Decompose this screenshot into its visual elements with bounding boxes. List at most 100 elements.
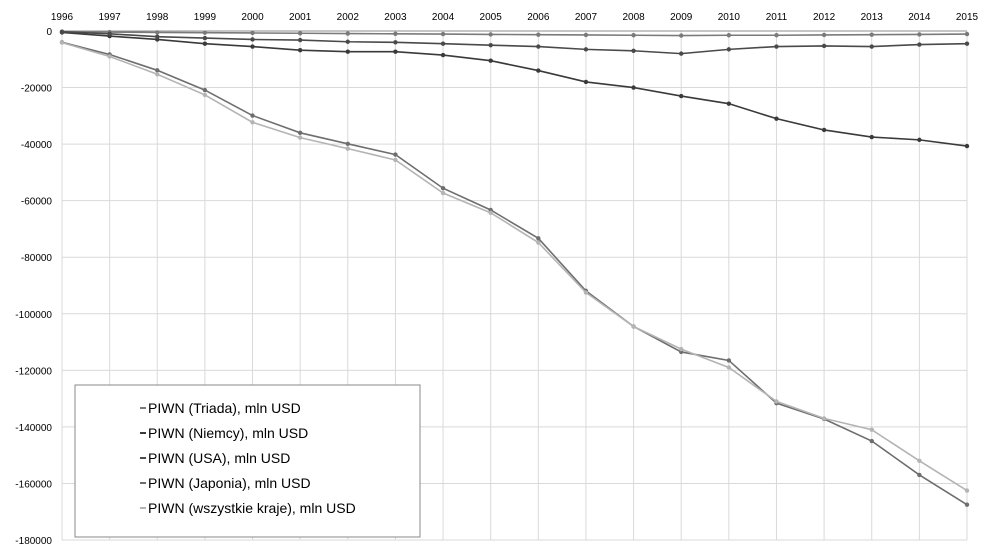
data-point	[631, 33, 636, 38]
data-point	[250, 113, 255, 118]
data-point	[536, 68, 541, 73]
legend-item: PIWN (USA), mln USD	[140, 450, 290, 466]
data-point	[631, 48, 636, 53]
data-point	[155, 68, 160, 73]
data-point	[726, 101, 732, 106]
y-tick-label: -160000	[15, 479, 52, 490]
y-axis-tick-labels: 0 -20000 -40000 -60000 -80000 -100000 -120000 -…	[15, 27, 52, 545]
data-point	[536, 236, 541, 241]
data-point	[774, 33, 779, 38]
series-line	[61, 31, 968, 55]
data-point	[536, 240, 541, 245]
data-point	[297, 135, 303, 140]
legend-label: PIWN (Japonia), mln USD	[148, 475, 311, 491]
data-point	[250, 30, 255, 36]
data-point	[821, 127, 827, 133]
data-point	[917, 32, 922, 37]
data-point	[774, 399, 779, 404]
data-point	[631, 85, 636, 90]
x-tick-label: 2007	[575, 12, 598, 23]
x-tick-label: 2004	[432, 12, 455, 23]
data-point	[250, 120, 255, 125]
data-point	[155, 30, 160, 35]
y-tick-label: -40000	[21, 140, 53, 151]
data-point	[440, 52, 446, 58]
series-line	[61, 31, 968, 147]
x-tick-label: 2008	[622, 12, 645, 23]
x-tick-label: 1999	[194, 12, 217, 23]
x-tick-label: 1997	[99, 12, 122, 23]
legend-item: PIWN (Niemcy), mln USD	[140, 425, 308, 441]
data-point	[869, 44, 874, 49]
y-tick-label: -100000	[15, 310, 52, 321]
legend-item: PIWN (Japonia), mln USD	[140, 475, 311, 491]
data-point	[726, 33, 732, 38]
x-tick-label: 2013	[861, 12, 884, 23]
legend-item: PIWN (Triada), mln USD	[140, 400, 301, 416]
data-point	[202, 30, 208, 35]
series-3	[59, 29, 970, 56]
data-point	[59, 29, 65, 35]
y-tick-label: -180000	[15, 536, 52, 545]
data-point	[821, 416, 827, 421]
data-point	[202, 87, 208, 93]
data-point	[440, 190, 446, 196]
data-point	[488, 42, 493, 48]
legend-label: PIWN (wszystkie kraje), mln USD	[148, 500, 356, 516]
data-point	[297, 130, 303, 135]
data-point	[345, 39, 350, 44]
data-point	[583, 79, 589, 85]
data-point	[679, 51, 684, 56]
data-point	[917, 42, 922, 47]
data-point	[726, 47, 732, 52]
x-tick-label: 2006	[527, 12, 550, 23]
data-point	[869, 438, 874, 444]
y-tick-label: -60000	[21, 197, 53, 208]
data-point	[774, 44, 779, 49]
data-point	[964, 143, 970, 149]
data-point	[202, 35, 208, 41]
y-tick-label: 0	[46, 27, 52, 38]
data-point	[917, 458, 922, 464]
y-tick-label: -120000	[15, 366, 52, 377]
data-point	[345, 31, 350, 36]
data-point	[393, 157, 398, 163]
data-point	[821, 32, 827, 38]
legend-label: PIWN (Triada), mln USD	[148, 400, 301, 416]
data-point	[440, 186, 446, 191]
data-point	[583, 290, 589, 295]
x-tick-label: 2003	[384, 12, 407, 23]
data-point	[345, 146, 350, 151]
data-point	[250, 44, 255, 49]
data-point	[393, 152, 398, 157]
x-axis-tick-labels: 1996 1997 1998 1999 2000 2001 2002 2003 2004 2005…	[51, 12, 979, 23]
data-point	[345, 141, 350, 147]
x-tick-label: 2002	[337, 12, 360, 23]
series-1	[59, 29, 970, 38]
data-point	[821, 43, 827, 49]
data-point	[869, 134, 874, 140]
data-point	[488, 32, 493, 37]
x-tick-label: 2011	[766, 12, 788, 23]
data-point	[726, 365, 732, 370]
x-tick-label: 2005	[480, 12, 503, 23]
legend-label: PIWN (Niemcy), mln USD	[148, 425, 308, 441]
x-tick-label: 2010	[718, 12, 741, 23]
legend-items: PIWN (Triada), mln USD PIWN (Niemcy), mln…	[140, 400, 356, 516]
legend-label: PIWN (USA), mln USD	[148, 450, 290, 466]
data-point	[536, 32, 541, 37]
data-point	[202, 92, 208, 98]
series-line	[61, 30, 968, 37]
data-point	[393, 31, 398, 37]
legend: PIWN (Triada), mln USD PIWN (Niemcy), mln…	[74, 384, 421, 538]
data-point	[679, 33, 684, 38]
vertical-gridlines	[61, 31, 968, 540]
y-tick-label: -20000	[21, 84, 53, 95]
x-tick-label: 2012	[813, 12, 836, 23]
data-point	[774, 116, 779, 121]
data-point	[869, 32, 874, 37]
x-tick-label: 1996	[51, 12, 74, 23]
data-point	[631, 324, 636, 329]
legend-box	[74, 384, 421, 538]
